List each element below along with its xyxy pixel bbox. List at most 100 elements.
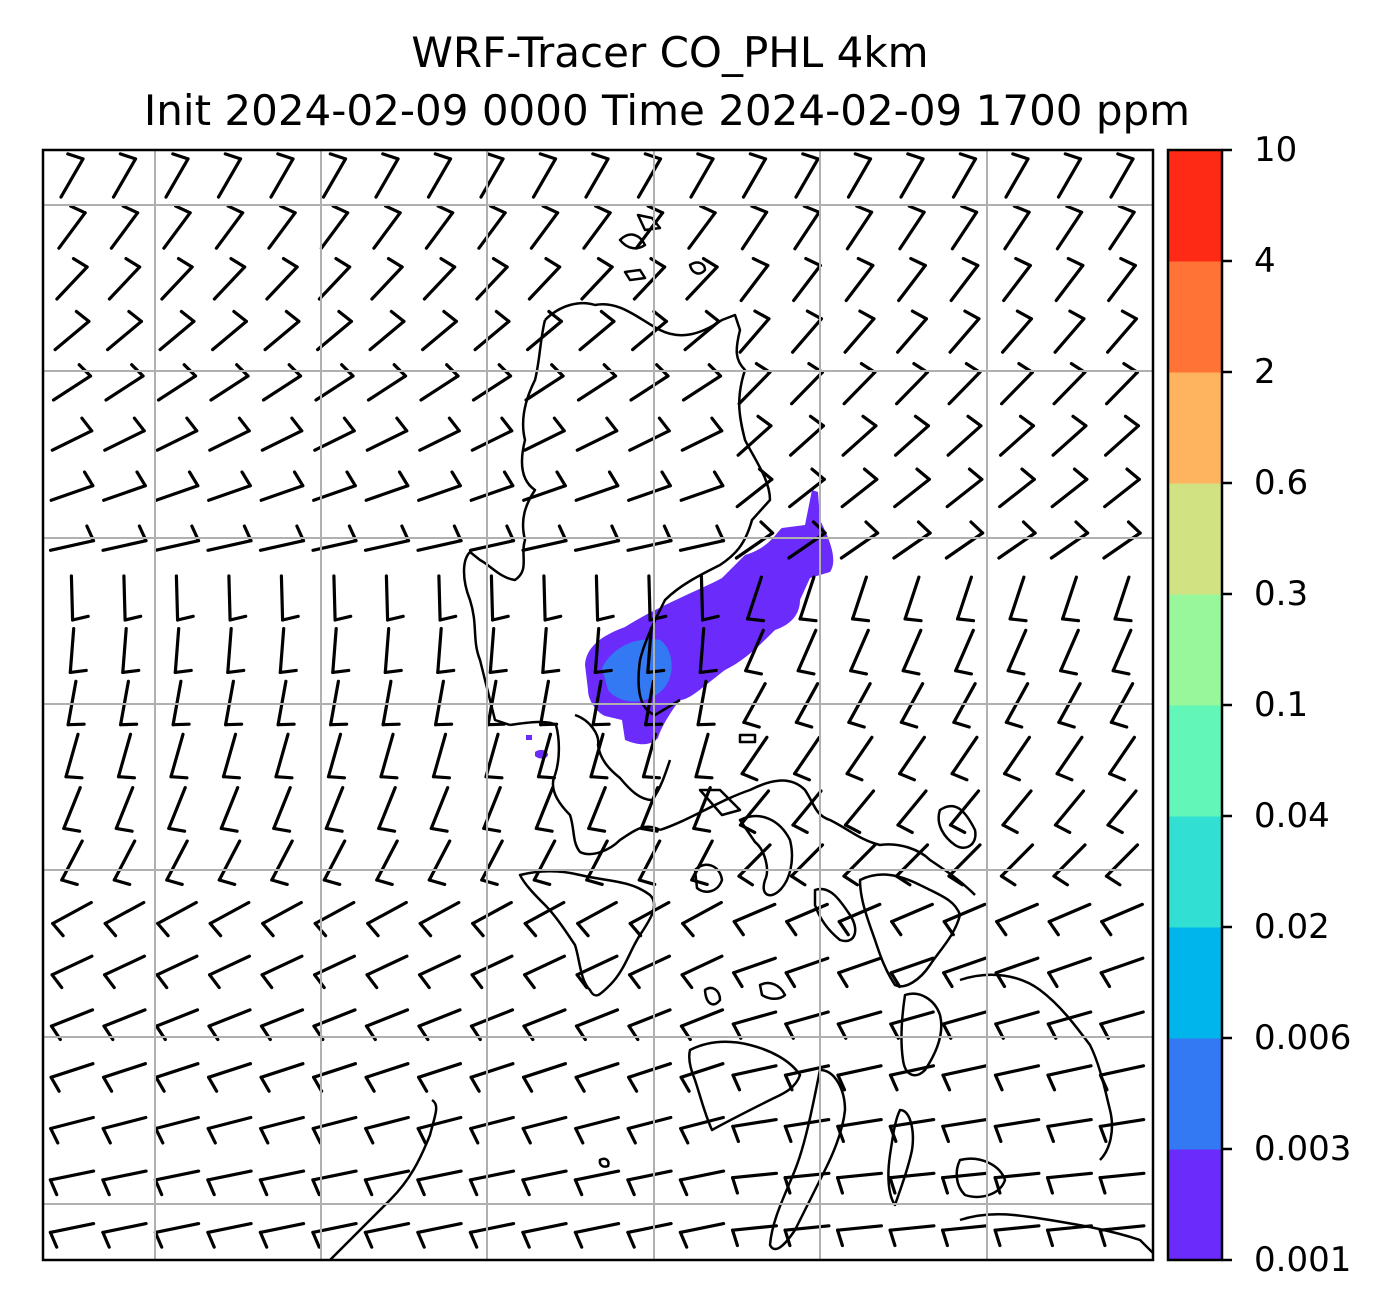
wind-barb-shaft (995, 902, 1039, 924)
wind-barb-shaft (692, 785, 712, 831)
wind-barb-flag (678, 1230, 689, 1249)
coastline-island-7 (738, 733, 757, 744)
wind-barb-flag (1059, 669, 1079, 676)
wind-barb-shaft (739, 263, 770, 303)
wind-barb-shaft (846, 157, 873, 199)
coastline-island-4 (623, 268, 647, 282)
wind-barb-shaft (164, 157, 190, 199)
wind-barb-flag (114, 826, 134, 833)
colorbar-segment (1168, 261, 1222, 373)
wind-barb-flag (730, 1176, 740, 1195)
wind-barb-shaft (840, 477, 879, 509)
wind-barb-shaft (1003, 210, 1031, 251)
wind-barb-flag (907, 204, 926, 214)
wind-barb-shaft (217, 839, 242, 882)
colorbar-segment (1168, 372, 1222, 484)
wind-barb-flag (260, 973, 274, 990)
wind-barb-shaft (377, 785, 397, 831)
wind-barb-shaft (1046, 1064, 1093, 1077)
wind-barb-flag (66, 722, 86, 727)
wind-barb-shaft (587, 785, 607, 831)
wind-barb-shaft (429, 785, 450, 831)
wind-barb-shaft (796, 628, 818, 673)
wind-barb-flag (1107, 772, 1127, 782)
wind-barb-shaft (1107, 263, 1137, 303)
wind-barb-flag (589, 775, 609, 780)
wind-barb-shaft (521, 539, 568, 552)
wind-barb-flag (1018, 414, 1036, 428)
wind-barb-flag (850, 617, 871, 623)
wind-barb-shaft (363, 1169, 411, 1182)
wind-barb-flag (712, 470, 725, 488)
wind-barb-shaft (955, 575, 974, 621)
wind-barb-flag (480, 878, 499, 887)
wind-barb-flag (1072, 467, 1089, 481)
wind-barb-flag (1063, 152, 1083, 161)
wind-barb-flag (888, 1124, 898, 1144)
wind-barb-shaft (167, 785, 187, 831)
wind-barb-flag (331, 204, 350, 215)
wind-barb-flag (952, 720, 971, 729)
wind-barb-flag (50, 973, 64, 990)
wind-barb-flag (1126, 520, 1142, 535)
wind-barb-flag (1060, 617, 1081, 623)
wind-barb-flag (942, 971, 954, 989)
wind-barb-flag (862, 467, 879, 481)
gridlines (43, 150, 1153, 1260)
wind-barb-shaft (897, 263, 927, 303)
wind-barb-flag (179, 309, 196, 323)
wind-barb-flag (552, 416, 566, 433)
wind-barb-shaft (678, 1221, 726, 1235)
wind-barb-shaft (1098, 1224, 1146, 1232)
wind-barb-shaft (945, 477, 984, 509)
wind-barb-flag (1099, 1022, 1110, 1040)
wind-barb-shaft (529, 211, 560, 250)
wind-barb-flag (657, 416, 671, 433)
coastline-marinduque (693, 863, 724, 893)
wind-barb-shaft (893, 477, 931, 509)
wind-barb-flag (845, 772, 864, 782)
wind-barb-flag (101, 1178, 111, 1197)
wind-barb-shaft (1108, 210, 1136, 251)
wind-barb-shaft (383, 626, 391, 675)
wind-barb-shaft (366, 900, 408, 926)
wind-barb-flag (889, 1022, 900, 1040)
wind-barb-flag (386, 614, 405, 622)
wind-barb-shaft (627, 484, 672, 502)
wind-barb-shaft (102, 484, 147, 502)
wind-barb-flag (710, 416, 724, 433)
coastline-island-6 (598, 1157, 610, 1168)
wind-barb-flag (232, 309, 248, 323)
wind-barb-flag (897, 772, 917, 782)
wind-barb-flag (389, 309, 406, 323)
wind-barb-flag (637, 878, 657, 887)
wind-barb-shaft (575, 429, 619, 452)
wind-barb-shaft (1109, 157, 1135, 199)
coastline-palawan (329, 1098, 438, 1260)
wind-barb-shaft (104, 374, 145, 402)
wind-barb-shaft (532, 839, 557, 882)
wind-barb-shaft (521, 1062, 568, 1079)
wind-barb-shaft (843, 789, 876, 827)
wind-barb-shaft (418, 900, 461, 926)
wind-barb-shaft (699, 574, 705, 622)
colorbar-segment (1168, 816, 1222, 928)
wind-barb-flag (574, 1075, 586, 1093)
wind-barb-flag (595, 614, 615, 622)
wind-barb-shaft (62, 785, 82, 831)
wind-barb-shaft (798, 575, 816, 621)
coastline-mindanao-north (959, 1212, 1153, 1255)
wind-barb-shaft (730, 1171, 779, 1180)
wind-barb-shaft (364, 484, 410, 502)
wind-barb-flag (704, 309, 721, 323)
wind-barb-shaft (628, 900, 671, 926)
wind-barb-shaft (1047, 956, 1092, 975)
wind-barb-shaft (211, 319, 248, 352)
wind-barb-shaft (321, 157, 348, 199)
wind-barb-shaft (534, 785, 555, 831)
wind-barb-shaft (738, 317, 771, 354)
wind-barb-shaft (521, 1169, 568, 1182)
wind-barb-flag (185, 416, 199, 433)
wind-barb-shaft (730, 1224, 779, 1232)
wind-barb-shaft (630, 319, 669, 352)
